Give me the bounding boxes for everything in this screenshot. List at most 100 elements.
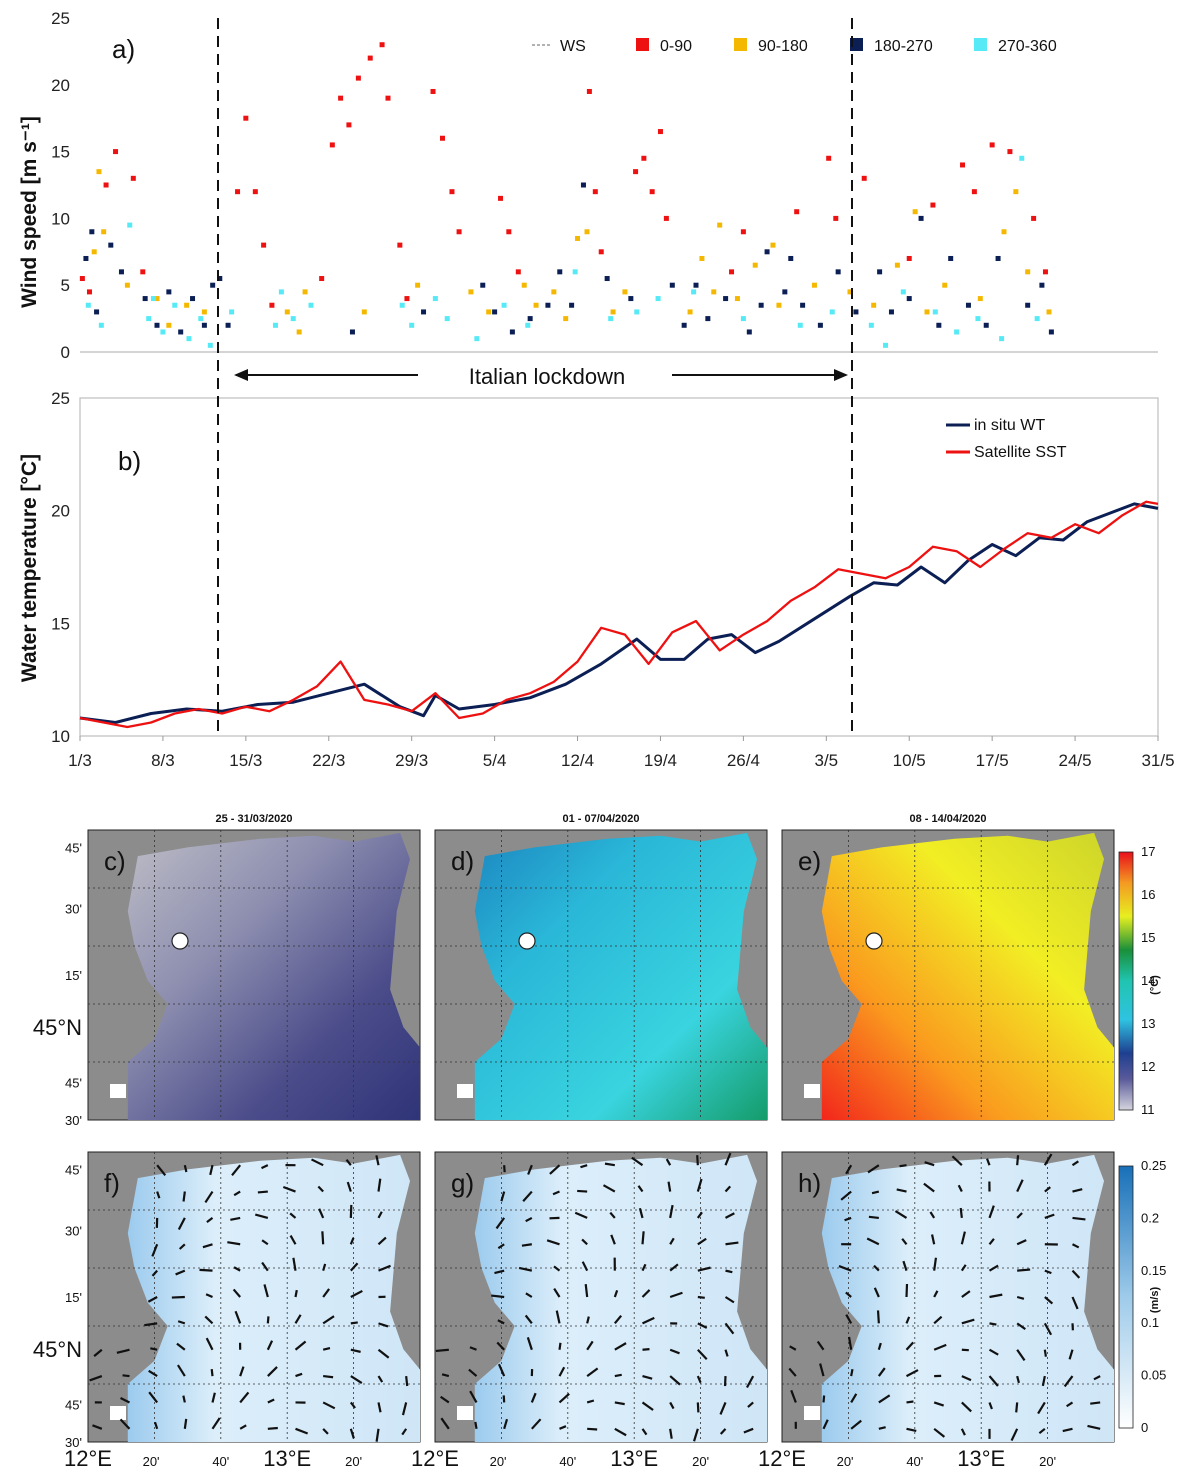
current-vector-arrow xyxy=(637,1185,644,1193)
current-vector-arrow xyxy=(642,1375,653,1380)
wind-point-270-360 xyxy=(883,342,889,348)
current-vector-arrow xyxy=(491,1294,505,1299)
current-vector-arrow xyxy=(177,1217,186,1230)
map-latitude-tick: 45°N xyxy=(33,1337,82,1362)
current-vector-arrow xyxy=(267,1426,278,1430)
current-vector-arrow xyxy=(232,1288,241,1298)
current-colorbar-tick: 0.1 xyxy=(1141,1315,1159,1330)
wind-point-270-360 xyxy=(655,296,661,302)
wind-point-90-180 xyxy=(1013,189,1019,195)
map-longitude-tick: 40' xyxy=(559,1454,576,1469)
current-vector-arrow xyxy=(350,1262,359,1272)
wind-point-270-360 xyxy=(229,309,235,315)
wind-point-0-90 xyxy=(404,296,410,302)
wind-y-tick: 5 xyxy=(61,276,70,295)
current-vector-arrow xyxy=(227,1241,241,1246)
current-vector-arrow xyxy=(1071,1160,1079,1167)
temperature-plot-frame xyxy=(79,397,1159,737)
current-vector-arrow xyxy=(586,1367,599,1377)
current-vector-arrow xyxy=(522,1190,533,1202)
temperature-y-tick: 20 xyxy=(51,502,70,521)
current-vector-arrow xyxy=(724,1349,729,1357)
current-vector-arrow xyxy=(1016,1322,1026,1331)
current-vector-arrow xyxy=(696,1375,702,1383)
temperature-x-tick-label: 19/4 xyxy=(644,751,677,770)
current-vector-arrow xyxy=(613,1290,619,1298)
current-vector-arrow xyxy=(873,1264,880,1272)
current-vector-arrow xyxy=(641,1231,645,1245)
wind-point-90-180 xyxy=(752,262,758,268)
current-vector-arrow xyxy=(1087,1424,1101,1430)
current-vector-arrow xyxy=(933,1427,946,1438)
current-vector-arrow xyxy=(322,1428,329,1435)
current-vector-arrow xyxy=(867,1164,880,1174)
wind-point-90-180 xyxy=(912,209,918,215)
current-vector-arrow xyxy=(295,1372,303,1378)
current-vector-arrow xyxy=(614,1373,622,1378)
wind-point-0-90 xyxy=(740,229,746,235)
sst-colorbar-tick: 12 xyxy=(1141,1059,1155,1074)
current-vector-arrow xyxy=(1062,1427,1073,1433)
temperature-x-tick-label: 31/5 xyxy=(1141,751,1174,770)
current-vector-arrow xyxy=(724,1212,735,1219)
wind-point-90-180 xyxy=(468,289,474,295)
wind-point-90-180 xyxy=(96,169,102,175)
current-vector-arrow xyxy=(822,1395,826,1403)
wind-point-270-360 xyxy=(207,342,213,348)
current-vector-arrow xyxy=(924,1161,935,1167)
wind-point-180-270 xyxy=(217,276,223,282)
current-vector-arrow xyxy=(957,1184,963,1193)
current-vector-arrow xyxy=(496,1341,505,1351)
wind-point-0-90 xyxy=(140,269,146,275)
current-vector-arrow xyxy=(151,1243,159,1257)
map-sea-field xyxy=(127,1154,421,1442)
wind-point-270-360 xyxy=(975,316,981,322)
wind-point-90-180 xyxy=(924,309,930,315)
current-vector-arrow xyxy=(696,1155,699,1166)
map-sea-field xyxy=(474,832,767,1120)
current-vector-arrow xyxy=(405,1375,409,1387)
current-vector-arrow xyxy=(845,1164,853,1175)
current-vector-arrow xyxy=(1071,1296,1079,1310)
current-vector-arrow xyxy=(176,1364,186,1377)
wind-point-270-360 xyxy=(127,222,133,228)
wind-point-90-180 xyxy=(734,296,740,302)
wind-point-0-90 xyxy=(261,242,267,248)
wind-point-270-360 xyxy=(1034,316,1040,322)
current-vector-arrow xyxy=(378,1264,391,1272)
current-vector-arrow xyxy=(295,1427,309,1435)
map-panel-label: h) xyxy=(798,1168,821,1198)
station-marker xyxy=(171,932,189,950)
current-vector-arrow xyxy=(838,1265,852,1272)
wind-point-0-90 xyxy=(989,142,995,148)
wind-point-270-360 xyxy=(290,316,296,322)
current-vector-arrow xyxy=(989,1322,997,1326)
current-vector-arrow xyxy=(959,1207,963,1219)
current-vector-arrow xyxy=(960,1231,966,1245)
wind-y-tick: 10 xyxy=(51,209,70,228)
temperature-x-tick-label: 12/4 xyxy=(561,751,594,770)
wind-point-270-360 xyxy=(1019,155,1025,161)
current-vector-arrow xyxy=(1017,1268,1031,1272)
current-vector-arrow xyxy=(93,1348,103,1357)
map-longitude-tick: 12°E xyxy=(411,1446,459,1471)
wind-point-180-270 xyxy=(782,289,788,295)
wind-point-180-270 xyxy=(746,329,752,335)
wind-point-0-90 xyxy=(269,302,275,308)
map-panel-c: c) xyxy=(87,829,421,1121)
station-marker xyxy=(518,932,536,950)
wind-point-0-90 xyxy=(346,122,352,128)
map-sea-field xyxy=(821,1154,1114,1442)
current-vector-arrow xyxy=(148,1369,158,1378)
temperature-x-tick-label: 22/3 xyxy=(312,751,345,770)
current-vector-arrow xyxy=(239,1424,247,1430)
current-vector-arrow xyxy=(322,1315,335,1325)
wind-point-0-90 xyxy=(960,162,966,168)
current-colorbar-tick: 0.2 xyxy=(1141,1210,1159,1225)
wind-point-180-270 xyxy=(492,309,498,315)
current-vector-arrow xyxy=(850,1419,862,1430)
current-vector-arrow xyxy=(1015,1402,1019,1413)
wind-point-270-360 xyxy=(432,296,438,302)
current-vector-arrow xyxy=(961,1401,972,1413)
current-vector-arrow xyxy=(553,1265,561,1272)
